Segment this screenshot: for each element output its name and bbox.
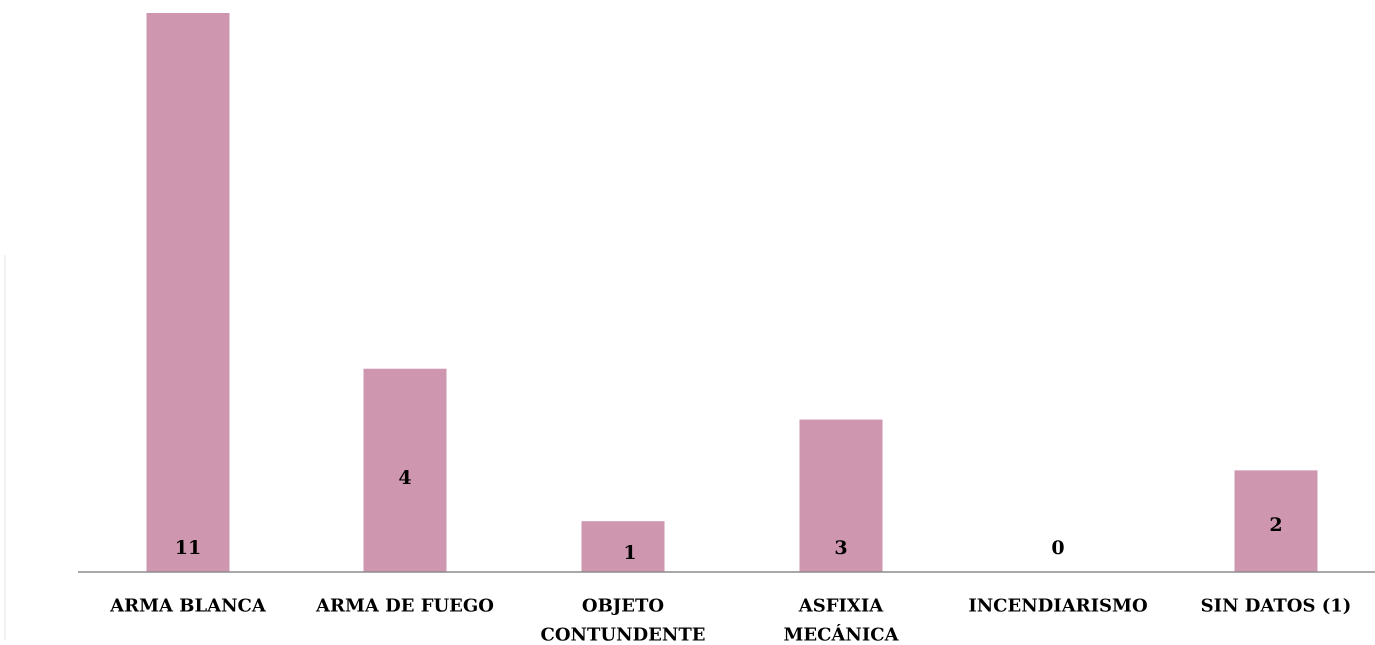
x-tick-label-0: ARMA BLANCA bbox=[109, 596, 267, 617]
x-tick-label-2-line-1: CONTUNDENTE bbox=[541, 625, 706, 645]
data-label-5: 2 bbox=[1269, 514, 1282, 536]
x-tick-label-3-line-0: ASFIXIA bbox=[798, 596, 885, 617]
x-tick-label-3-line-1: MECÁNICA bbox=[783, 623, 899, 645]
bar-1 bbox=[363, 368, 447, 572]
data-label-4: 0 bbox=[1051, 537, 1064, 559]
x-tick-label-2-line-0: OBJETO bbox=[582, 596, 664, 617]
bar-5 bbox=[1234, 470, 1318, 572]
data-label-0: 11 bbox=[175, 537, 201, 559]
bar-3 bbox=[799, 419, 883, 572]
data-label-2: 1 bbox=[623, 542, 636, 564]
bars-group bbox=[146, 13, 1318, 572]
bar-0 bbox=[146, 13, 230, 572]
x-tick-label-4: INCENDIARISMO bbox=[968, 596, 1147, 617]
data-label-1: 4 bbox=[398, 467, 411, 489]
x-tick-label-5: SIN DATOS (1) bbox=[1201, 596, 1352, 617]
x-tick-label-1: ARMA DE FUEGO bbox=[315, 596, 494, 617]
x-tick-labels-group: ARMA BLANCA ARMA DE FUEGO OBJETO CONTUNDENT… bbox=[109, 596, 1351, 645]
data-labels-group: 11 4 1 3 0 2 bbox=[175, 467, 1283, 564]
data-label-3: 3 bbox=[834, 537, 847, 559]
bar-2 bbox=[581, 521, 665, 572]
